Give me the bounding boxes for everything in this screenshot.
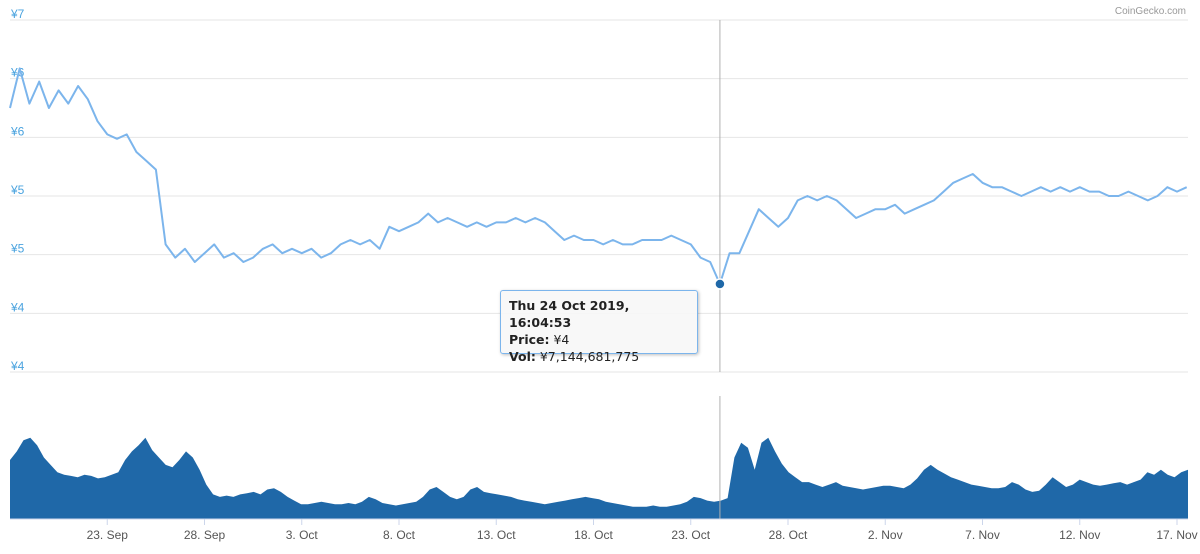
price-line bbox=[9, 67, 1188, 285]
y-tick-label: ¥6 bbox=[10, 124, 25, 138]
x-tick-label: 28. Oct bbox=[769, 528, 808, 542]
credit-label[interactable]: CoinGecko.com bbox=[1115, 6, 1186, 17]
x-tick-label: 3. Oct bbox=[286, 528, 319, 542]
tooltip-price-label: Price: bbox=[509, 332, 550, 347]
tooltip-price-value: ¥4 bbox=[553, 332, 570, 347]
price-series-line bbox=[9, 67, 1188, 285]
y-tick-label: ¥4 bbox=[10, 300, 25, 314]
y-tick-label: ¥4 bbox=[10, 359, 25, 373]
volume-area bbox=[10, 437, 1188, 519]
x-tick-label: 13. Oct bbox=[477, 528, 516, 542]
x-tick-label: 8. Oct bbox=[383, 528, 416, 542]
price-axis-labels: ¥7¥6¥6¥5¥5¥4¥4 bbox=[10, 7, 25, 373]
x-tick-label: 23. Sep bbox=[87, 528, 129, 542]
volume-series-area bbox=[10, 437, 1188, 519]
x-tick-label: 28. Sep bbox=[184, 528, 226, 542]
tooltip-volume: Vol: ¥7,144,681,775 bbox=[509, 348, 689, 365]
data-tooltip: Thu 24 Oct 2019, 16:04:53 Price: ¥4 Vol:… bbox=[500, 290, 698, 364]
hover-point-marker[interactable] bbox=[714, 278, 726, 290]
x-tick-label: 17. Nov bbox=[1156, 528, 1197, 542]
x-tick-label: 2. Nov bbox=[868, 528, 903, 542]
x-tick-label: 18. Oct bbox=[574, 528, 613, 542]
x-tick-label: 23. Oct bbox=[671, 528, 710, 542]
tooltip-vol-label: Vol: bbox=[509, 349, 536, 364]
tooltip-price: Price: ¥4 bbox=[509, 331, 689, 348]
tooltip-date: Thu 24 Oct 2019, 16:04:53 bbox=[509, 298, 630, 330]
y-tick-label: ¥7 bbox=[10, 7, 25, 21]
x-tick-label: 12. Nov bbox=[1059, 528, 1100, 542]
y-tick-label: ¥5 bbox=[10, 183, 25, 197]
tooltip-vol-value: ¥7,144,681,775 bbox=[539, 349, 640, 364]
x-tick-label: 7. Nov bbox=[965, 528, 1000, 542]
y-tick-label: ¥5 bbox=[10, 242, 25, 256]
date-axis: 23. Sep 28. Sep 3. Oct 8. Oct 13. Oct 18. Oct… bbox=[10, 518, 1198, 542]
